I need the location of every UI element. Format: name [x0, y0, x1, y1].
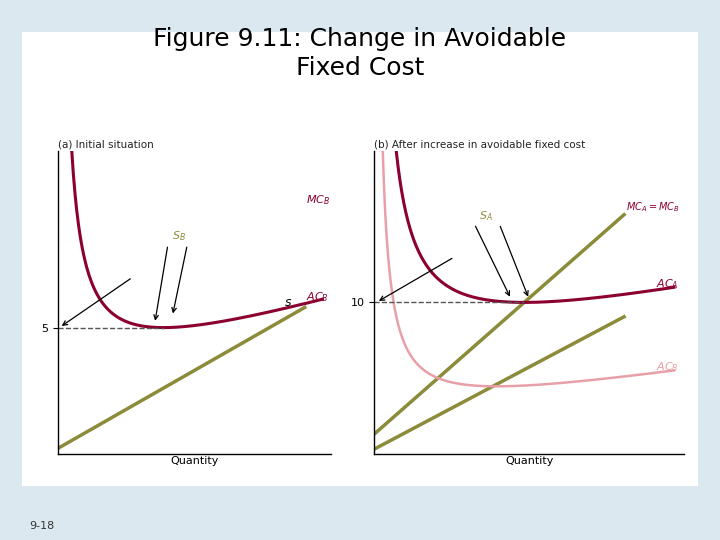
Text: Figure 9.11: Change in Avoidable
Fixed Cost: Figure 9.11: Change in Avoidable Fixed C… [153, 27, 567, 80]
Text: $S_A$: $S_A$ [480, 209, 493, 223]
X-axis label: Quantity: Quantity [505, 456, 554, 467]
Text: $MC_B$: $MC_B$ [307, 193, 330, 207]
Text: $MC_A = MC_B$: $MC_A = MC_B$ [626, 200, 680, 214]
Text: $AC_A$: $AC_A$ [656, 277, 679, 291]
Text: 9-18: 9-18 [29, 521, 54, 531]
Text: (b) After increase in avoidable fixed cost: (b) After increase in avoidable fixed co… [374, 139, 585, 149]
Text: $AC_B$: $AC_B$ [307, 290, 329, 303]
Text: (a) Initial situation: (a) Initial situation [58, 139, 153, 149]
Text: $S_B$: $S_B$ [172, 230, 186, 243]
X-axis label: Quantity: Quantity [170, 456, 219, 467]
Text: $AC_B$: $AC_B$ [656, 360, 679, 374]
Text: $s$: $s$ [284, 296, 292, 309]
